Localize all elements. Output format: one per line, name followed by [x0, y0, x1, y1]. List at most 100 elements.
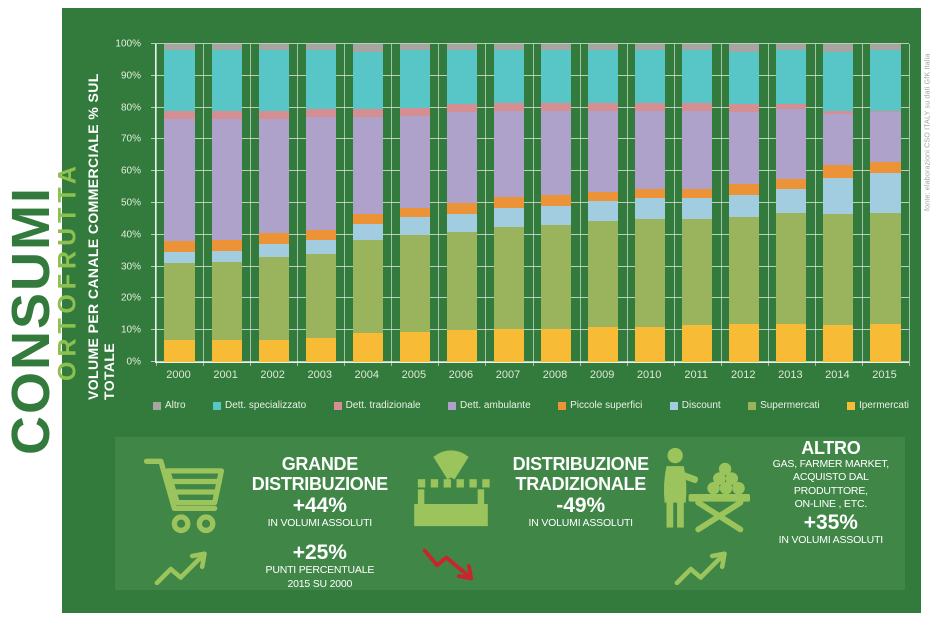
legend-label: Dett. ambulante	[460, 400, 531, 411]
x-axis-tick-label: 2004	[354, 369, 380, 381]
y-axis-title: VOLUME PER CANALE COMMERCIALE % SUL TOTA…	[85, 73, 117, 400]
bar-segment-dett-ambulante	[305, 117, 336, 231]
h-gridline	[151, 106, 909, 108]
bar-segment-discount	[164, 252, 195, 264]
altro-sub1: GAS, FARMER MARKET,	[772, 458, 890, 471]
bar-segment-discount	[635, 198, 666, 219]
y-axis-tick-label: 60%	[120, 165, 141, 177]
x-axis-tick-label: 2010	[636, 369, 662, 381]
info-panel: GRANDE DISTRIBUZIONE +44% IN VOLUMI ASSO…	[115, 437, 905, 590]
bar-segment-altro	[588, 44, 619, 51]
stacked-bar	[674, 44, 721, 362]
bar-segment-altro	[493, 44, 525, 51]
grande-caption: IN VOLUMI ASSOLUTI	[267, 517, 373, 530]
bar-segment-dett-specializzato	[540, 50, 572, 103]
legend-label: Supermercati	[760, 400, 820, 411]
legend-swatch	[846, 401, 855, 410]
y-axis-tick-label: 50%	[120, 197, 141, 209]
stacked-bar	[815, 44, 862, 362]
v-gridline	[532, 44, 534, 366]
altro-sub2: ACQUISTO DAL PRODUTTORE,	[793, 471, 869, 497]
h-gridline	[151, 297, 909, 299]
bar-segment-dett-specializzato	[399, 50, 430, 108]
bar-segment-discount	[682, 198, 713, 219]
bar-segment-ipermercati	[493, 328, 525, 362]
bar-segment-piccole-superfici	[164, 241, 195, 253]
bar-segment-dett-specializzato	[682, 50, 713, 103]
v-gridline	[720, 44, 722, 366]
x-axis-tick-label: 2008	[542, 369, 568, 381]
v-gridline	[438, 44, 440, 366]
bar-segment-dett-ambulante	[352, 117, 383, 215]
grande-secondary-value: +25%	[292, 541, 347, 565]
bar-segment-piccole-superfici	[446, 203, 477, 215]
bar-segment-discount	[823, 177, 854, 215]
stacked-bar	[391, 44, 438, 362]
bar-segment-supermercati	[446, 231, 477, 331]
bar-segment-piccole-superfici	[823, 164, 854, 178]
plot-area	[151, 43, 910, 366]
shopping-cart-icon	[127, 443, 239, 543]
bar-segment-dett-specializzato	[211, 50, 242, 111]
bar-segment-dett-tradizionale	[870, 110, 901, 113]
grande-value: +44%	[292, 494, 347, 518]
bar-segment-dett-tradizionale	[399, 107, 430, 116]
bar-segment-discount	[588, 201, 619, 221]
info-block-altro: ALTRO GAS, FARMER MARKET, ACQUISTO DAL P…	[647, 438, 897, 586]
legend-item: Dett. tradizionale	[333, 400, 421, 411]
bar-segment-altro	[635, 44, 666, 51]
bar-segment-supermercati	[258, 257, 289, 340]
bar-segment-discount	[776, 188, 807, 213]
stacked-bar	[297, 44, 344, 362]
bar-segment-ipermercati	[352, 333, 383, 362]
h-gridline	[151, 202, 909, 203]
bar-segment-supermercati	[164, 263, 195, 340]
x-axis-tick-label: 2009	[589, 369, 615, 381]
bar-segment-piccole-superfici	[776, 179, 807, 189]
bar-segment-piccole-superfici	[211, 239, 242, 251]
bar-segment-dett-ambulante	[635, 110, 666, 189]
y-axis-tick-label: 100%	[115, 38, 141, 50]
bar-segment-supermercati	[588, 220, 619, 328]
bar-segment-supermercati	[635, 218, 666, 328]
bar-segment-supermercati	[729, 217, 760, 324]
legend-swatch	[448, 401, 457, 410]
bar-segment-discount	[399, 217, 430, 235]
altro-sub3: ON-LINE , ETC.	[794, 497, 868, 510]
bar-segment-ipermercati	[870, 323, 901, 362]
stacked-bar	[533, 44, 580, 362]
v-gridline	[814, 44, 816, 366]
v-gridline	[626, 44, 628, 366]
bar-segment-dett-tradizionale	[164, 110, 195, 119]
v-gridline	[391, 44, 393, 366]
legend-label: Altro	[165, 400, 186, 411]
y-axis-tick-label: 90%	[120, 70, 141, 82]
bar-segment-dett-specializzato	[164, 50, 195, 111]
bar-segment-dett-tradizionale	[635, 102, 666, 111]
x-axis-tick-label: 2006	[448, 369, 474, 381]
source-note: fonte: elaborazioni CSO ITALY su dati Gf…	[924, 53, 932, 211]
bar-segment-dett-tradizionale	[305, 109, 336, 118]
stacked-bar	[203, 44, 250, 362]
bar-segment-dett-tradizionale	[211, 110, 242, 119]
x-axis-tick-label: 2007	[495, 369, 521, 381]
trend-down-icon	[395, 543, 507, 589]
y-axis-tick-label: 20%	[120, 292, 141, 304]
bar-segment-altro	[682, 44, 713, 51]
bar-segment-piccole-superfici	[870, 161, 901, 173]
trend-up-icon	[127, 543, 239, 589]
stacked-bar	[768, 44, 815, 362]
bar-segment-dett-specializzato	[870, 50, 901, 111]
chart-legend: Altro Dett. specializzato Dett. tradiziona…	[153, 400, 909, 411]
y-axis-tick-label: 30%	[120, 261, 141, 273]
legend-swatch	[212, 401, 221, 410]
bar-segment-discount	[211, 250, 242, 262]
bar-segment-dett-specializzato	[493, 50, 525, 103]
bar-segment-piccole-superfici	[493, 196, 525, 208]
bar-segment-dett-ambulante	[446, 112, 477, 203]
tradizionale-title-line2: TRADIZIONALE	[515, 473, 647, 494]
h-gridline	[151, 74, 909, 76]
bar-segment-altro	[305, 44, 336, 51]
bar-segment-ipermercati	[682, 325, 713, 362]
v-gridline	[485, 44, 487, 366]
